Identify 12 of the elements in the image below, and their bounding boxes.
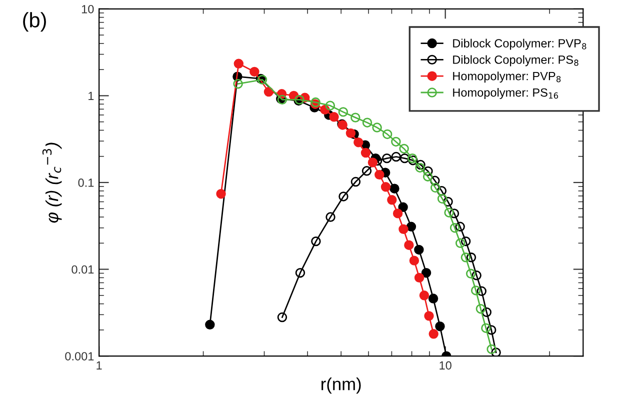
x-axis-title: r(nm) xyxy=(322,377,361,394)
y-tick-label: 10 xyxy=(82,4,94,14)
legend-label: Homopolymer: PVP$_{8}$ xyxy=(453,72,561,83)
text: (b) xyxy=(23,12,46,32)
y-axis-title: φ (r) (r$_{c}$$^{−3}$) xyxy=(42,142,62,223)
legend-label: Homopolymer: PS$_{16}$ xyxy=(453,88,558,100)
legend-label: Diblock Copolymer: PS$_{8}$ xyxy=(453,55,578,66)
legend-label: Diblock Copolymer: PVP$_{8}$ xyxy=(453,38,586,50)
y-tick-label: 0.001 xyxy=(65,352,94,360)
y-tick-label: 0.01 xyxy=(72,265,94,274)
y-tick-label: 1 xyxy=(88,92,94,100)
y-tick-label: 0.1 xyxy=(78,178,94,187)
